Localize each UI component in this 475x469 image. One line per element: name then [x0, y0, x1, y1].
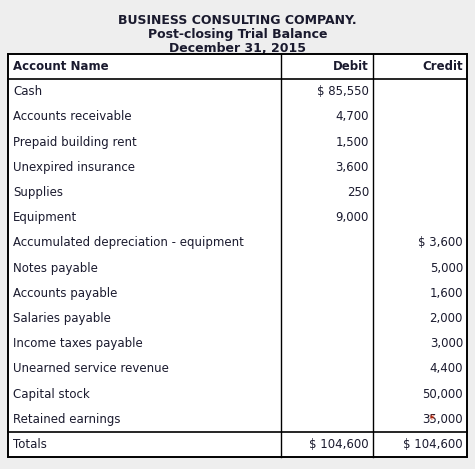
Text: 250: 250 [347, 186, 369, 199]
Text: 4,400: 4,400 [429, 363, 463, 375]
Text: Unexpired insurance: Unexpired insurance [13, 161, 135, 174]
Text: $ 85,550: $ 85,550 [317, 85, 369, 98]
Text: Equipment: Equipment [13, 211, 77, 224]
Text: 1,600: 1,600 [429, 287, 463, 300]
Text: Accumulated depreciation - equipment: Accumulated depreciation - equipment [13, 236, 244, 250]
Text: 9,000: 9,000 [335, 211, 369, 224]
Text: 50,000: 50,000 [422, 387, 463, 401]
Text: 3,600: 3,600 [335, 161, 369, 174]
Text: Post-closing Trial Balance: Post-closing Trial Balance [148, 28, 327, 41]
Text: Debit: Debit [333, 60, 369, 73]
Text: $ 104,600: $ 104,600 [403, 438, 463, 451]
Text: $ 3,600: $ 3,600 [418, 236, 463, 250]
Text: Credit: Credit [422, 60, 463, 73]
Text: *: * [429, 413, 435, 426]
Text: Prepaid building rent: Prepaid building rent [13, 136, 137, 149]
Text: Accounts payable: Accounts payable [13, 287, 117, 300]
Bar [8, 54, 467, 457]
Text: 35,000: 35,000 [422, 413, 463, 426]
Text: Accounts receivable: Accounts receivable [13, 111, 132, 123]
Text: 1,500: 1,500 [335, 136, 369, 149]
Text: Salaries payable: Salaries payable [13, 312, 111, 325]
Text: Cash: Cash [13, 85, 42, 98]
Text: Account Name: Account Name [13, 60, 109, 73]
Text: December 31, 2015: December 31, 2015 [169, 42, 306, 55]
Text: Capital stock: Capital stock [13, 387, 90, 401]
Text: Notes payable: Notes payable [13, 262, 98, 274]
Text: 3,000: 3,000 [430, 337, 463, 350]
Text: Supplies: Supplies [13, 186, 63, 199]
Text: Income taxes payable: Income taxes payable [13, 337, 143, 350]
Text: Retained earnings: Retained earnings [13, 413, 121, 426]
Text: BUSINESS CONSULTING COMPANY.: BUSINESS CONSULTING COMPANY. [118, 14, 357, 27]
Text: 5,000: 5,000 [430, 262, 463, 274]
Text: 2,000: 2,000 [429, 312, 463, 325]
Text: Unearned service revenue: Unearned service revenue [13, 363, 169, 375]
Text: 4,700: 4,700 [335, 111, 369, 123]
Text: Totals: Totals [13, 438, 47, 451]
Text: $ 104,600: $ 104,600 [309, 438, 369, 451]
